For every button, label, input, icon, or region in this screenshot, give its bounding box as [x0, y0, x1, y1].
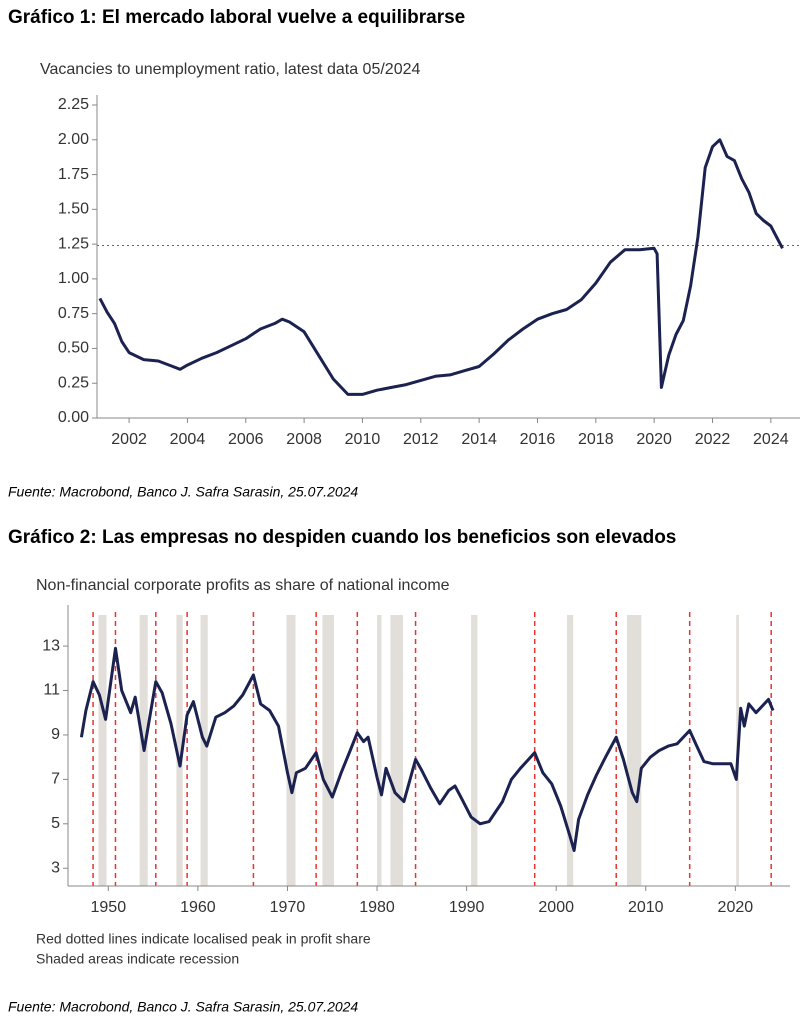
- recession-band: [176, 615, 183, 886]
- y-tick-label: 13: [42, 637, 60, 654]
- recession-band: [200, 615, 208, 886]
- y-tick-label: 7: [51, 771, 60, 788]
- y-tick-label: 1.25: [58, 235, 89, 252]
- y-tick-label: 2.25: [58, 96, 89, 113]
- y-tick-label: 0.25: [58, 374, 89, 391]
- y-tick-label: 1.50: [58, 201, 89, 218]
- chart-subtitle: Vacancies to unemployment ratio, latest …: [40, 61, 420, 78]
- x-tick-label: 2000: [538, 899, 574, 916]
- source: Fuente: Macrobond, Banco J. Safra Sarasi…: [8, 999, 358, 1015]
- data-line: [98, 138, 784, 396]
- x-tick-label: 2014: [461, 431, 497, 448]
- y-tick-label: 0.75: [58, 305, 89, 322]
- chart-title: Gráfico 1: El mercado laboral vuelve a e…: [8, 7, 465, 28]
- x-tick-label: 1990: [449, 899, 485, 916]
- note: Red dotted lines indicate localised peak…: [36, 931, 371, 947]
- source: Fuente: Macrobond, Banco J. Safra Sarasi…: [8, 484, 358, 500]
- x-tick-label: 2004: [170, 431, 206, 448]
- chart-subtitle: Non-financial corporate profits as share…: [36, 577, 450, 594]
- recession-band: [286, 615, 296, 886]
- x-tick-label: 2010: [345, 431, 381, 448]
- recession-band: [377, 615, 382, 886]
- x-tick-label: 1960: [180, 899, 216, 916]
- y-tick-label: 9: [51, 726, 60, 743]
- x-tick-label: 1970: [270, 899, 306, 916]
- y-tick-label: 3: [51, 859, 60, 876]
- x-tick-label: 1980: [359, 899, 395, 916]
- x-tick-label: 2016: [520, 431, 556, 448]
- note: Shaded areas indicate recession: [36, 951, 239, 967]
- y-tick-label: 2.00: [58, 131, 89, 148]
- y-tick-label: 11: [43, 682, 60, 699]
- x-tick-label: 2020: [636, 431, 672, 448]
- x-tick-label: 2018: [578, 431, 614, 448]
- x-tick-label: 2024: [753, 431, 789, 448]
- y-tick-label: 1.75: [58, 166, 89, 183]
- y-tick-label: 1.00: [58, 270, 89, 287]
- x-tick-label: 2002: [111, 431, 147, 448]
- x-tick-label: 2012: [403, 431, 439, 448]
- y-tick-label: 0.00: [58, 409, 89, 426]
- recession-band: [626, 615, 642, 886]
- x-tick-label: 2010: [628, 899, 664, 916]
- y-tick-label: 5: [51, 815, 60, 832]
- x-tick-label: 1950: [91, 899, 127, 916]
- data-line: [79, 646, 775, 852]
- recession-band: [98, 615, 107, 886]
- chart-title: Gráfico 2: Las empresas no despiden cuan…: [8, 527, 676, 548]
- recession-band: [471, 615, 478, 886]
- y-tick-label: 0.50: [58, 340, 89, 357]
- x-tick-label: 2022: [695, 431, 731, 448]
- recession-band: [322, 615, 335, 886]
- x-tick-label: 2008: [286, 431, 322, 448]
- recession-band: [390, 615, 404, 886]
- x-tick-label: 2020: [718, 899, 754, 916]
- x-tick-label: 2006: [228, 431, 264, 448]
- recession-band: [566, 615, 574, 886]
